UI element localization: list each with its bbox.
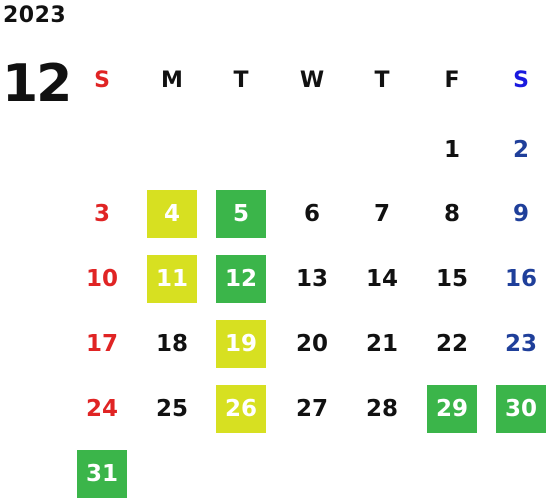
day-2: 2 (512, 137, 529, 163)
weekday-friday: F (444, 67, 460, 93)
day-16: 16 (504, 266, 537, 292)
weekday-thursday: T (374, 67, 390, 93)
day-8: 8 (443, 201, 460, 227)
day-15: 15 (435, 266, 468, 292)
day-18: 18 (155, 331, 188, 357)
day-21: 21 (365, 331, 398, 357)
day-1: 1 (443, 137, 460, 163)
day-29: 29 (427, 385, 477, 433)
day-7: 7 (373, 201, 390, 227)
weekday-tuesday: T (233, 67, 249, 93)
day-14: 14 (365, 266, 398, 292)
day-9: 9 (512, 201, 529, 227)
day-13: 13 (295, 266, 328, 292)
day-30: 30 (496, 385, 546, 433)
day-10: 10 (85, 266, 118, 292)
day-23: 23 (504, 331, 537, 357)
day-24: 24 (85, 396, 118, 422)
day-19: 19 (216, 320, 266, 368)
weekday-monday: M (161, 67, 183, 93)
year-label: 2023 (3, 3, 67, 28)
day-6: 6 (303, 201, 320, 227)
day-3: 3 (93, 201, 110, 227)
day-17: 17 (85, 331, 118, 357)
day-11: 11 (147, 255, 197, 303)
day-20: 20 (295, 331, 328, 357)
day-5: 5 (216, 190, 266, 238)
day-27: 27 (295, 396, 328, 422)
day-28: 28 (365, 396, 398, 422)
day-25: 25 (155, 396, 188, 422)
day-26: 26 (216, 385, 266, 433)
weekday-sunday: S (94, 67, 110, 93)
weekday-saturday: S (513, 67, 529, 93)
month-number: 12 (2, 54, 72, 114)
day-22: 22 (435, 331, 468, 357)
day-31: 31 (77, 450, 127, 498)
day-4: 4 (147, 190, 197, 238)
day-12: 12 (216, 255, 266, 303)
weekday-wednesday: W (299, 67, 325, 93)
